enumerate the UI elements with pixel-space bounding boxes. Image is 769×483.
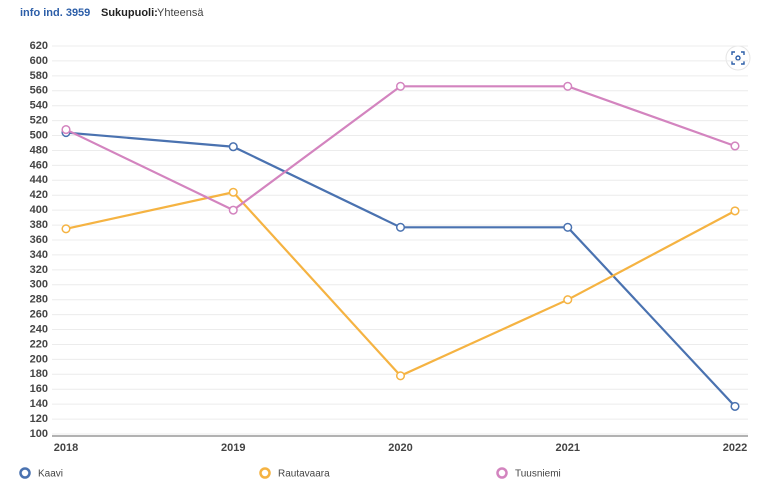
data-point <box>228 142 238 152</box>
y-tick-label: 480 <box>30 144 48 156</box>
y-tick-label: 140 <box>30 398 48 410</box>
data-point <box>730 141 740 151</box>
y-tick-label: 520 <box>30 115 48 127</box>
indicator: info ind. 3959 <box>20 7 90 19</box>
y-tick-label: 260 <box>30 309 48 321</box>
y-tick-label: 360 <box>30 234 48 246</box>
y-tick-label: 320 <box>30 264 48 276</box>
y-tick-label: 280 <box>30 294 48 306</box>
legend-label: Rautavaara <box>278 469 330 480</box>
x-tick-label: 2018 <box>54 442 78 454</box>
data-point <box>395 81 406 91</box>
legend-marker <box>496 467 508 479</box>
y-tick-label: 240 <box>30 323 48 335</box>
y-tick-label: 580 <box>30 70 48 82</box>
y-tick-label: 100 <box>30 428 48 440</box>
y-tick-label: 120 <box>30 413 48 425</box>
data-point <box>563 295 573 305</box>
y-tick-label: 300 <box>30 279 48 291</box>
y-tick-label: 400 <box>30 204 48 216</box>
data-point <box>563 222 573 232</box>
y-tick-label: 160 <box>30 383 48 395</box>
data-point <box>228 205 238 215</box>
data-point <box>730 401 740 411</box>
data-point <box>395 371 406 381</box>
legend-label: Tuusniemi <box>515 469 561 480</box>
data-point <box>395 222 406 232</box>
y-tick-label: 340 <box>30 249 48 261</box>
x-tick-label: 2019 <box>221 442 245 454</box>
y-tick-label: 500 <box>30 129 48 141</box>
y-tick-label: 180 <box>30 368 48 380</box>
y-tick-label: 600 <box>30 55 48 67</box>
legend-label: Kaavi <box>38 469 63 480</box>
legend-marker <box>259 467 271 479</box>
y-tick-label: 200 <box>30 353 48 365</box>
y-tick-label: 420 <box>30 189 48 201</box>
y-tick-label: 220 <box>30 338 48 350</box>
y-tick-label: 440 <box>30 174 48 186</box>
x-tick-label: 2020 <box>388 442 412 454</box>
filter-label: Sukupuoli: <box>101 7 158 19</box>
data-point <box>730 206 740 216</box>
x-tick-label: 2022 <box>723 442 747 454</box>
filter-value: Yhteensä <box>157 7 204 19</box>
series-line <box>65 191 736 378</box>
data-point <box>563 81 573 91</box>
y-tick-label: 620 <box>30 40 48 52</box>
y-tick-label: 380 <box>30 219 48 231</box>
y-tick-label: 540 <box>30 100 48 112</box>
data-point <box>61 224 71 234</box>
series-line <box>65 85 736 212</box>
data-point <box>228 187 238 197</box>
y-tick-label: 460 <box>30 159 48 171</box>
x-tick-label: 2021 <box>556 442 580 454</box>
data-point <box>61 125 71 135</box>
y-tick-label: 560 <box>30 85 48 97</box>
legend-marker <box>19 467 31 479</box>
zoom-button[interactable] <box>725 45 751 71</box>
